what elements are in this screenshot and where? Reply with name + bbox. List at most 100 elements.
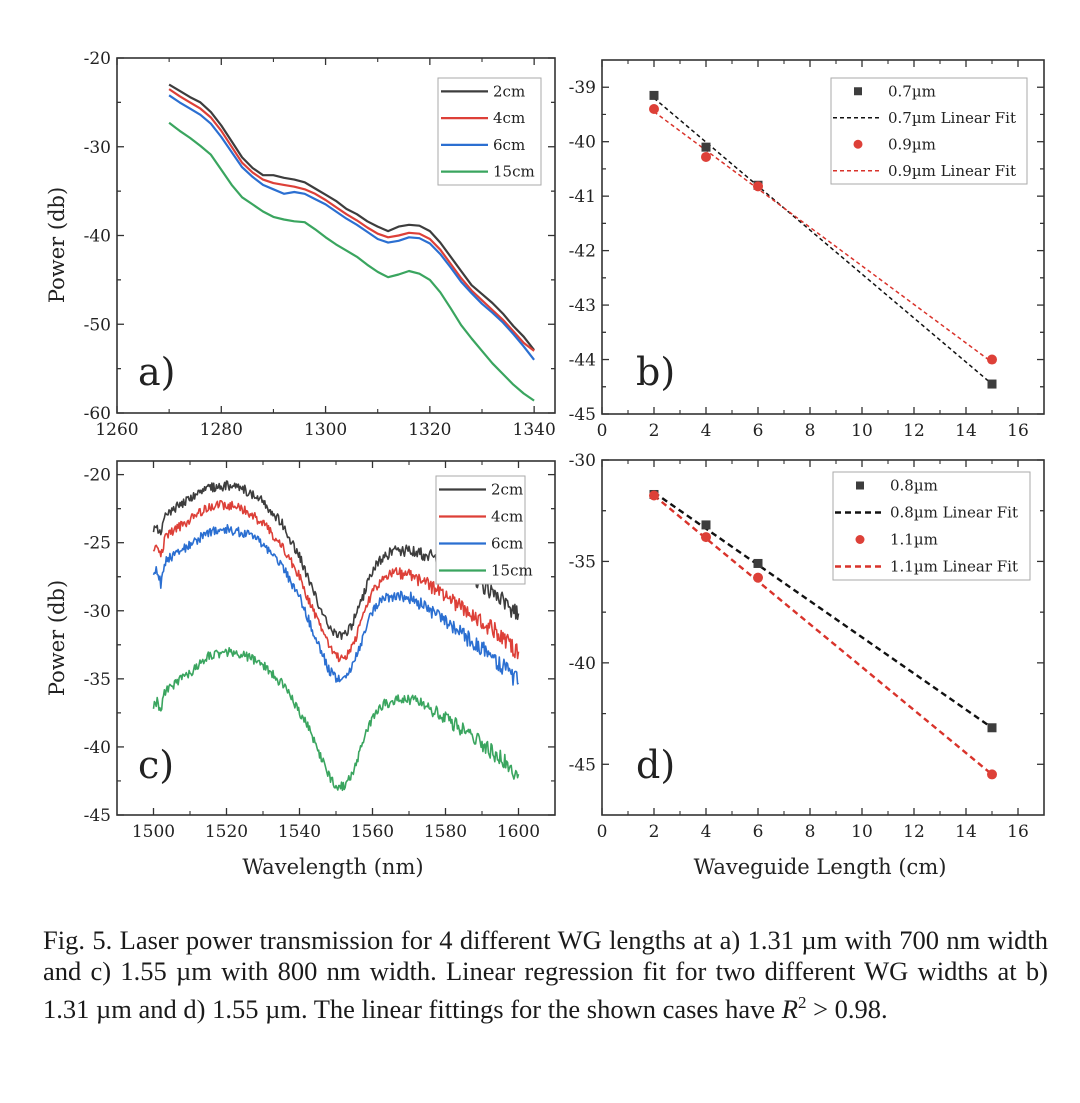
caption-text: Fig. 5. Laser power transmission for 4 d… [43, 925, 1048, 1024]
panel-label-d: d) [636, 743, 675, 787]
caption-math-rest: > 0.98. [806, 993, 888, 1024]
y-tick-label: -45 [569, 405, 596, 425]
data-point-0.9µm [649, 104, 659, 115]
x-tick-label: 2 [649, 822, 660, 842]
y-tick-label: -60 [84, 404, 111, 424]
x-tick-label: 1280 [200, 420, 243, 440]
fit-line-0.8µm Linear Fit [653, 491, 993, 729]
x-tick-label: 1320 [408, 420, 451, 440]
ylabel-a: Power (db) [45, 187, 69, 303]
data-point-1.1µm [649, 490, 659, 501]
x-tick-label: 1300 [304, 420, 347, 440]
legend-b: 0.7µm 0.7µm Linear Fit 0.9µm 0.9µm Linear F… [830, 77, 1028, 185]
legend-marker [853, 139, 863, 149]
legend-label: 4cm [491, 508, 523, 526]
x-tick-label: 14 [955, 822, 977, 842]
y-tick-label: -30 [84, 602, 111, 622]
series-line-4cm [168, 88, 535, 352]
data-point-0.8µm [701, 520, 711, 530]
data-point-0.8µm [987, 723, 997, 733]
legend-label: 15cm [491, 562, 533, 580]
panel-label-b: b) [636, 350, 675, 394]
legend-box [437, 77, 542, 186]
y-tick-label: -35 [84, 670, 111, 690]
y-tick-label: -25 [84, 534, 111, 554]
series-line-2cm [168, 83, 535, 351]
y-tick-label: -41 [569, 187, 596, 207]
xlabel-d: Waveguide Length (cm) [694, 855, 947, 879]
panel-b: 0 2 4 6 8 10 12 14 16 -45 -44 -43 -42 -41 -40 -39 b) 0.7µ… [569, 59, 1045, 441]
legend-label: 0.9µm Linear Fit [888, 162, 1016, 180]
y-tick-label: -40 [569, 133, 596, 153]
y-tick-label: -45 [84, 806, 111, 826]
y-tick-label: -20 [84, 466, 111, 486]
y-tick-label: -43 [569, 296, 596, 316]
series-line-15cm [168, 121, 535, 402]
legend-box [435, 475, 526, 585]
legend-label: 2cm [493, 82, 525, 100]
panel-a: 1260 1280 1300 1320 1340 -60 -50 -40 -30 -20 a) 2cm… [84, 49, 556, 440]
panel-label-c: c) [138, 743, 174, 787]
panel-d: 0 2 4 6 8 10 12 14 16 -45 -40 -35 -30 d) 0.8µm 0.8µm Li… [569, 451, 1045, 842]
x-tick-label: 1520 [205, 822, 248, 842]
panel-label-a: a) [138, 350, 175, 394]
x-tick-label: 1560 [351, 822, 394, 842]
ylabel-c: Power (db) [45, 580, 69, 696]
series-line-6cm [152, 523, 520, 686]
legend-label: 2cm [491, 481, 523, 499]
legend-label: 4cm [493, 109, 525, 127]
caption-math-sup: 2 [797, 993, 807, 1012]
y-tick-label: -44 [569, 351, 596, 371]
data-point-0.9µm [753, 181, 763, 192]
y-tick-label: -30 [84, 138, 111, 158]
x-tick-label: 1600 [497, 822, 540, 842]
y-tick-label: -45 [569, 755, 596, 775]
x-tick-label: 1580 [424, 822, 467, 842]
x-tick-label: 16 [1007, 822, 1029, 842]
x-tick-label: 10 [851, 822, 873, 842]
x-tick-label: 10 [851, 421, 873, 441]
legend-label: 6cm [491, 535, 523, 553]
legend-c: 2cm 4cm 6cm 15cm [435, 475, 533, 585]
plot-frame-d [601, 459, 1045, 816]
legend-marker [855, 535, 865, 544]
xlabel-c: Wavelength (nm) [242, 855, 423, 879]
data-point-0.9µm [987, 354, 997, 365]
legend-label: 1.1µm Linear Fit [890, 558, 1018, 576]
x-tick-label: 0 [597, 421, 608, 441]
legend-label: 0.9µm [888, 135, 936, 153]
x-tick-label: 1260 [95, 420, 138, 440]
legend-label: 6cm [493, 136, 525, 154]
legend-label: 0.8µm Linear Fit [890, 504, 1018, 522]
data-point-1.1µm [987, 769, 997, 780]
x-tick-label: 14 [955, 421, 977, 441]
x-tick-label: 8 [805, 421, 816, 441]
figure-5: Power (db) Power (db) Wavelength (nm) Wa… [45, 49, 1045, 879]
plot-frame-b [601, 59, 1045, 415]
figure-svg: Power (db) Power (db) Wavelength (nm) Wa… [45, 49, 1045, 879]
x-tick-label: 16 [1007, 421, 1029, 441]
series-line-6cm [168, 94, 535, 361]
x-tick-label: 1340 [513, 420, 556, 440]
data-point-0.7µm [649, 90, 659, 100]
panel-c: 1500 1520 1540 1560 1580 1600 -45 -40 -35 -30 -25 -… [84, 460, 556, 842]
data-point-0.8µm [753, 558, 763, 568]
x-tick-label: 12 [903, 421, 925, 441]
y-tick-label: -20 [84, 49, 111, 69]
x-tick-label: 1500 [132, 822, 175, 842]
data-point-1.1µm [701, 532, 711, 543]
legend-label: 0.8µm [890, 477, 938, 495]
y-tick-label: -40 [569, 654, 596, 674]
x-tick-label: 6 [753, 421, 764, 441]
legend-label: 15cm [493, 163, 535, 181]
legend-label: 0.7µm [888, 82, 936, 100]
legend-marker [854, 87, 862, 96]
legend-marker [856, 481, 864, 490]
legend-d: 0.8µm 0.8µm Linear Fit 1.1µm 1.1µm Linear F… [832, 471, 1031, 581]
y-tick-label: -35 [569, 552, 596, 572]
legend-label: 0.7µm Linear Fit [888, 109, 1016, 127]
x-tick-label: 4 [701, 822, 712, 842]
legend-box [832, 471, 1031, 581]
y-tick-label: -40 [84, 227, 111, 247]
x-tick-label: 8 [805, 822, 816, 842]
